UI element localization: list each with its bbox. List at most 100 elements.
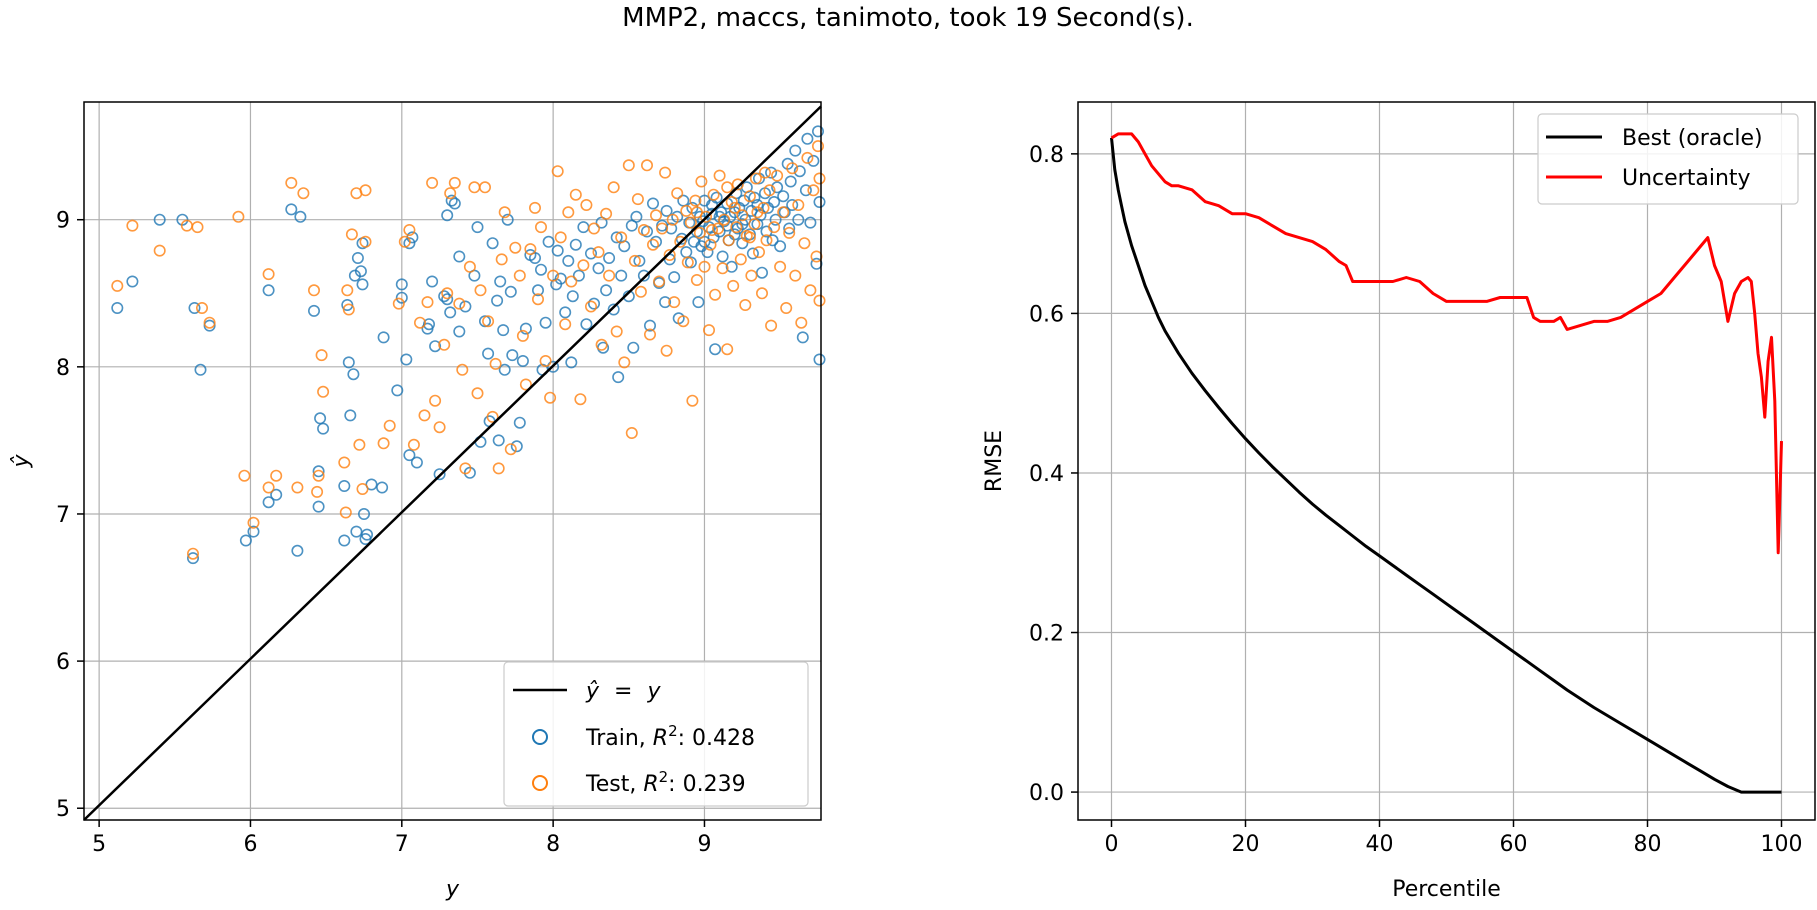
train-point [643, 319, 656, 332]
train-point [126, 275, 139, 288]
test-point [702, 324, 715, 337]
train-point [799, 184, 812, 197]
test-point [690, 206, 703, 219]
test-point [734, 253, 747, 266]
test-point [774, 260, 787, 273]
test-point [504, 443, 517, 456]
test-point [311, 485, 324, 498]
legend-identity-label: ŷ = y [585, 679, 661, 704]
test-point [191, 221, 204, 234]
legend-uncertainty-label: Uncertainty [1622, 166, 1751, 191]
test-point [736, 209, 749, 222]
test-point [813, 172, 826, 185]
test-point [731, 178, 744, 191]
test-point [693, 226, 706, 239]
right-xtick-label: 20 [1232, 832, 1260, 857]
test-point [610, 325, 623, 338]
left-xtick-label: 7 [395, 832, 409, 857]
train-point [153, 213, 166, 226]
test-point [312, 469, 325, 482]
train-point [562, 254, 575, 267]
test-point [126, 219, 139, 232]
test-point [649, 209, 662, 222]
test-point [686, 394, 699, 407]
test-point [783, 226, 796, 239]
train-point [312, 500, 325, 513]
train-point [506, 349, 519, 362]
test-point [577, 259, 590, 272]
legend-test-comma: , [629, 772, 643, 797]
left-xtick-label: 9 [697, 832, 711, 857]
test-point [765, 319, 778, 332]
train-point [453, 325, 466, 338]
test-point [315, 349, 328, 362]
test-point [554, 231, 567, 244]
test-point [622, 159, 635, 172]
train-point [607, 303, 620, 316]
train-point [482, 347, 495, 360]
test-point [748, 218, 761, 231]
train-point [422, 318, 435, 331]
right-gridlines [1078, 102, 1815, 820]
test-point [811, 140, 824, 153]
test-point [646, 238, 659, 251]
test-point [743, 190, 756, 203]
train-point [755, 266, 768, 279]
test-point [786, 162, 799, 175]
test-point [798, 237, 811, 250]
right-y-axis-label: RMSE [982, 430, 1007, 492]
train-point [262, 496, 275, 509]
test-point [801, 151, 814, 164]
left-points [111, 125, 826, 565]
train-point [584, 247, 597, 260]
test-point [709, 288, 722, 301]
test-point [509, 241, 522, 254]
test-point [459, 462, 472, 475]
test-point [637, 224, 650, 237]
test-point [471, 387, 484, 400]
train-point [459, 300, 472, 313]
test-point [780, 301, 793, 314]
train-point [768, 196, 781, 209]
right-x-ticks: 0 20 40 60 80 100 [1105, 820, 1803, 857]
train-point [725, 260, 738, 273]
test-point [628, 254, 641, 267]
train-point [716, 250, 729, 263]
train-point [438, 290, 451, 303]
test-point [238, 469, 251, 482]
train-point [285, 203, 298, 216]
train-point [813, 353, 826, 366]
train-point [444, 306, 457, 319]
test-point [713, 169, 726, 182]
train-point [433, 468, 446, 481]
train-point [692, 296, 705, 309]
test-point [407, 438, 420, 451]
test-point [743, 231, 756, 244]
right-xtick-label: 100 [1761, 832, 1803, 857]
best-oracle-line [1110, 137, 1782, 794]
legend-train-comma: , [639, 726, 653, 751]
left-ytick-label: 7 [56, 503, 70, 528]
right-xtick-label: 40 [1366, 832, 1394, 857]
train-point [510, 440, 523, 453]
test-point [498, 206, 511, 219]
test-point [531, 293, 544, 306]
train-point [188, 301, 201, 314]
train-point [429, 340, 442, 353]
test-point [519, 378, 532, 391]
train-point [338, 479, 351, 492]
train-point [572, 269, 585, 282]
train-point [350, 525, 363, 538]
legend-identity-lhs: ŷ [585, 679, 600, 704]
test-point [681, 256, 694, 269]
test-point [153, 244, 166, 257]
test-point [345, 228, 358, 241]
train-point [534, 263, 547, 276]
test-point [456, 363, 469, 376]
train-point [262, 284, 275, 297]
train-point [501, 213, 514, 226]
train-point [471, 221, 484, 234]
left-xtick-label: 6 [243, 832, 257, 857]
train-point [360, 528, 373, 541]
